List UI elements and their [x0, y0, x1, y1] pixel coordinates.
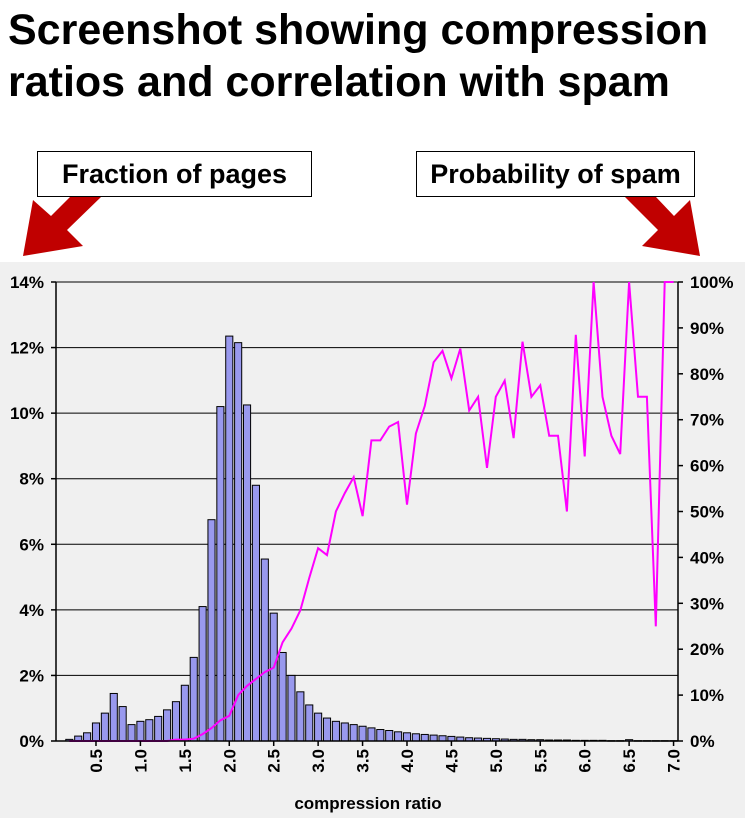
x-tick-label: 2.0 [220, 749, 239, 773]
bar [171, 701, 181, 742]
bar [278, 651, 287, 742]
x-axis-ticks: 0.5 1.0 1.5 2.0 2.5 3.0 3.5 4.0 4.5 5.0 5.5 6.0 6.5 7… [87, 741, 684, 773]
bar [376, 729, 385, 742]
left-tick-label: 0% [19, 732, 44, 751]
bar [349, 724, 358, 742]
bar [100, 712, 109, 742]
bar [136, 720, 145, 742]
bar [429, 734, 438, 742]
right-axis-ticks: 0% 10% 20% 30% 40% 50% 60% 70% 80% 90% 100% [678, 273, 733, 751]
right-tick-label: 60% [690, 457, 724, 476]
bar [394, 731, 403, 742]
bar [367, 727, 376, 742]
bar [260, 558, 269, 742]
left-tick-label: 4% [19, 601, 44, 620]
slide-title-line2: ratios and correlation with spam [8, 58, 670, 106]
bar [109, 692, 118, 742]
bar [154, 715, 163, 742]
right-tick-label: 20% [690, 640, 724, 659]
bar [163, 709, 172, 742]
right-tick-label: 40% [690, 548, 724, 567]
left-tick-label: 12% [10, 339, 44, 358]
bar [420, 733, 429, 742]
left-tick-label: 14% [10, 273, 44, 292]
x-tick-label: 6.0 [576, 749, 595, 773]
slide-title: Screenshot showing compression ratios an… [8, 4, 743, 108]
x-tick-label: 3.0 [309, 749, 328, 773]
x-tick-label: 7.0 [665, 749, 684, 773]
x-tick-label: 5.5 [531, 749, 550, 773]
bar [180, 684, 189, 742]
bar [225, 335, 234, 742]
right-arrow-icon [625, 197, 700, 256]
bar [207, 519, 216, 742]
right-tick-label: 100% [690, 273, 733, 292]
right-tick-label: 80% [690, 365, 724, 384]
bar [127, 724, 136, 742]
x-tick-label: 1.5 [176, 749, 195, 773]
x-tick-label: 4.5 [442, 749, 461, 773]
bar [340, 722, 349, 742]
bar [251, 484, 260, 742]
bar [242, 404, 252, 742]
bar [331, 720, 340, 742]
bar [118, 706, 127, 742]
bar [216, 406, 225, 742]
bar [322, 717, 332, 742]
bar [305, 704, 314, 742]
right-tick-label: 30% [690, 594, 724, 613]
slide-title-line1: Screenshot showing compression [8, 6, 709, 54]
x-tick-label: 4.0 [398, 749, 417, 773]
right-tick-label: 50% [690, 503, 724, 522]
bar [198, 606, 207, 742]
bar [296, 691, 305, 742]
right-tick-label: 0% [690, 732, 715, 751]
left-tick-label: 6% [19, 535, 44, 554]
left-arrow-icon [23, 197, 101, 256]
callout-fraction-of-pages: Fraction of pages [37, 151, 312, 197]
x-tick-label: 5.0 [487, 749, 506, 773]
bar [145, 719, 154, 742]
bar [402, 732, 412, 742]
bar [269, 612, 278, 742]
bar [91, 722, 101, 742]
bar [358, 725, 367, 742]
left-axis-ticks: 0% 2% 4% 6% 8% 10% 12% 14% [10, 273, 56, 751]
x-tick-label: 2.5 [265, 749, 284, 773]
x-tick-label: 0.5 [87, 749, 106, 773]
x-axis-label: compression ratio [294, 794, 441, 813]
bar [438, 735, 447, 742]
left-tick-label: 2% [19, 666, 44, 685]
callout-probability-of-spam: Probability of spam [416, 151, 695, 197]
x-tick-label: 3.5 [354, 749, 373, 773]
bar [83, 732, 92, 742]
bar [385, 730, 394, 742]
x-tick-label: 6.5 [620, 749, 639, 773]
right-tick-label: 70% [690, 411, 724, 430]
x-tick-label: 1.0 [131, 749, 150, 773]
left-tick-label: 8% [19, 470, 44, 489]
right-tick-label: 90% [690, 319, 724, 338]
bar [189, 656, 198, 742]
bar [411, 733, 420, 742]
bar [287, 674, 296, 742]
left-tick-label: 10% [10, 404, 44, 423]
bar [314, 712, 323, 742]
bar [234, 342, 243, 742]
right-tick-label: 10% [690, 686, 724, 705]
